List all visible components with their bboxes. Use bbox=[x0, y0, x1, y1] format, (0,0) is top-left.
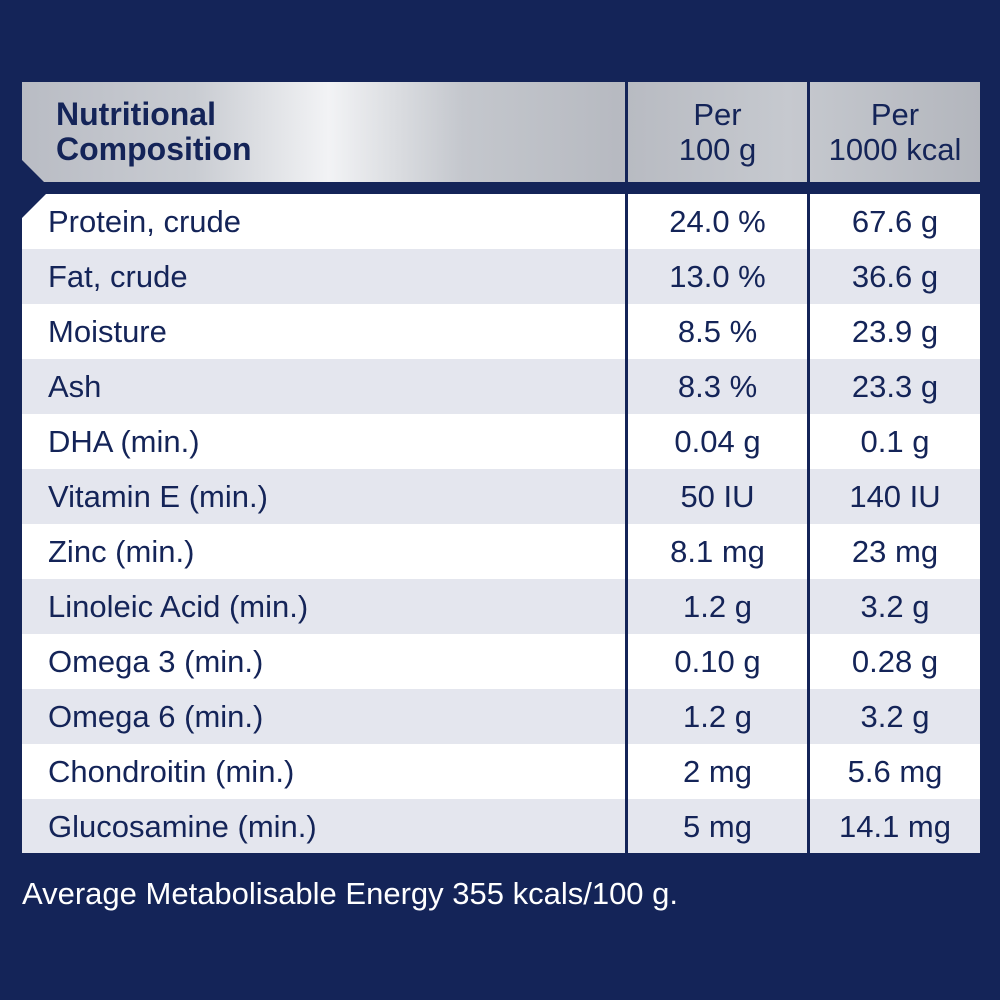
nutrient-name: DHA (min.) bbox=[48, 423, 200, 459]
header-col2-line2: 1000 kcal bbox=[828, 132, 962, 167]
value-per-100g: 13.0 % bbox=[669, 258, 766, 294]
value-per-100g: 8.3 % bbox=[677, 368, 758, 404]
table-row: Moisture 8.5 % 23.9 g bbox=[22, 304, 980, 359]
value-per-1000kcal: 23.3 g bbox=[851, 368, 939, 404]
nutrient-name: Ash bbox=[48, 368, 102, 404]
nutrient-name: Vitamin E (min.) bbox=[48, 478, 268, 514]
table-row: Chondroitin (min.) 2 mg 5.6 mg bbox=[22, 744, 980, 799]
nutrient-name: Chondroitin (min.) bbox=[48, 753, 295, 789]
table-row: DHA (min.) 0.04 g 0.1 g bbox=[22, 414, 980, 469]
nutrient-name: Zinc (min.) bbox=[48, 533, 195, 569]
header-name-line1: Nutritional bbox=[56, 96, 216, 132]
value-per-1000kcal: 3.2 g bbox=[860, 698, 930, 734]
value-per-1000kcal: 5.6 mg bbox=[847, 753, 943, 789]
header-per-100g: Per 100 g bbox=[628, 82, 807, 182]
value-per-1000kcal: 23 mg bbox=[851, 533, 939, 569]
value-per-1000kcal: 36.6 g bbox=[851, 258, 939, 294]
header-col2-line1: Per bbox=[870, 97, 920, 132]
nutrient-name: Omega 3 (min.) bbox=[48, 643, 264, 679]
nutrient-name: Linoleic Acid (min.) bbox=[48, 588, 309, 624]
nutrient-name: Fat, crude bbox=[48, 258, 188, 294]
value-per-100g: 8.5 % bbox=[677, 313, 758, 349]
column-divider bbox=[625, 82, 628, 853]
table-row: Omega 3 (min.) 0.10 g 0.28 g bbox=[22, 634, 980, 689]
table-row: Zinc (min.) 8.1 mg 23 mg bbox=[22, 524, 980, 579]
table-row: Linoleic Acid (min.) 1.2 g 3.2 g bbox=[22, 579, 980, 634]
table-row: Ash 8.3 % 23.3 g bbox=[22, 359, 980, 414]
value-per-100g: 1.2 g bbox=[683, 698, 752, 734]
nutrient-name: Moisture bbox=[48, 313, 167, 349]
nutrient-name: Glucosamine (min.) bbox=[48, 808, 317, 844]
nutrient-name: Protein, crude bbox=[48, 203, 241, 239]
table-row: Vitamin E (min.) 50 IU 140 IU bbox=[22, 469, 980, 524]
table-row: Omega 6 (min.) 1.2 g 3.2 g bbox=[22, 689, 980, 744]
value-per-100g: 0.10 g bbox=[674, 643, 761, 679]
table-body: Protein, crude 24.0 % 67.6 g Fat, crude 13.0… bbox=[22, 194, 980, 853]
header-col1-line2: 100 g bbox=[678, 132, 757, 167]
value-per-100g: 8.1 mg bbox=[670, 533, 765, 569]
table-row: Glucosamine (min.) 5 mg 14.1 mg bbox=[22, 799, 980, 853]
value-per-100g: 50 IU bbox=[680, 478, 755, 514]
header-col1-line1: Per bbox=[693, 97, 742, 132]
header-per-1000kcal: Per 1000 kcal bbox=[810, 82, 980, 182]
energy-footnote: Average Metabolisable Energy 355 kcals/1… bbox=[22, 876, 679, 911]
table-row: Fat, crude 13.0 % 36.6 g bbox=[22, 249, 980, 304]
nutrition-table: Nutritional Composition Per 100 g Per 10… bbox=[22, 82, 980, 853]
value-per-1000kcal: 67.6 g bbox=[851, 203, 939, 239]
value-per-100g: 24.0 % bbox=[669, 203, 766, 239]
table-row: Protein, crude 24.0 % 67.6 g bbox=[22, 194, 980, 249]
header-nutritional-composition: Nutritional Composition bbox=[56, 82, 252, 182]
value-per-1000kcal: 0.1 g bbox=[860, 423, 930, 459]
table-header: Nutritional Composition Per 100 g Per 10… bbox=[22, 82, 980, 182]
value-per-1000kcal: 14.1 mg bbox=[838, 808, 951, 844]
value-per-1000kcal: 23.9 g bbox=[851, 313, 939, 349]
value-per-1000kcal: 0.28 g bbox=[851, 643, 939, 679]
header-name-line2: Composition bbox=[56, 131, 252, 167]
value-per-100g: 5 mg bbox=[683, 808, 752, 844]
value-per-100g: 0.04 g bbox=[674, 423, 761, 459]
value-per-1000kcal: 3.2 g bbox=[860, 588, 930, 624]
nutrient-name: Omega 6 (min.) bbox=[48, 698, 264, 734]
value-per-100g: 1.2 g bbox=[683, 588, 752, 624]
value-per-1000kcal: 140 IU bbox=[849, 478, 941, 514]
column-divider bbox=[807, 82, 810, 853]
value-per-100g: 2 mg bbox=[683, 753, 752, 789]
